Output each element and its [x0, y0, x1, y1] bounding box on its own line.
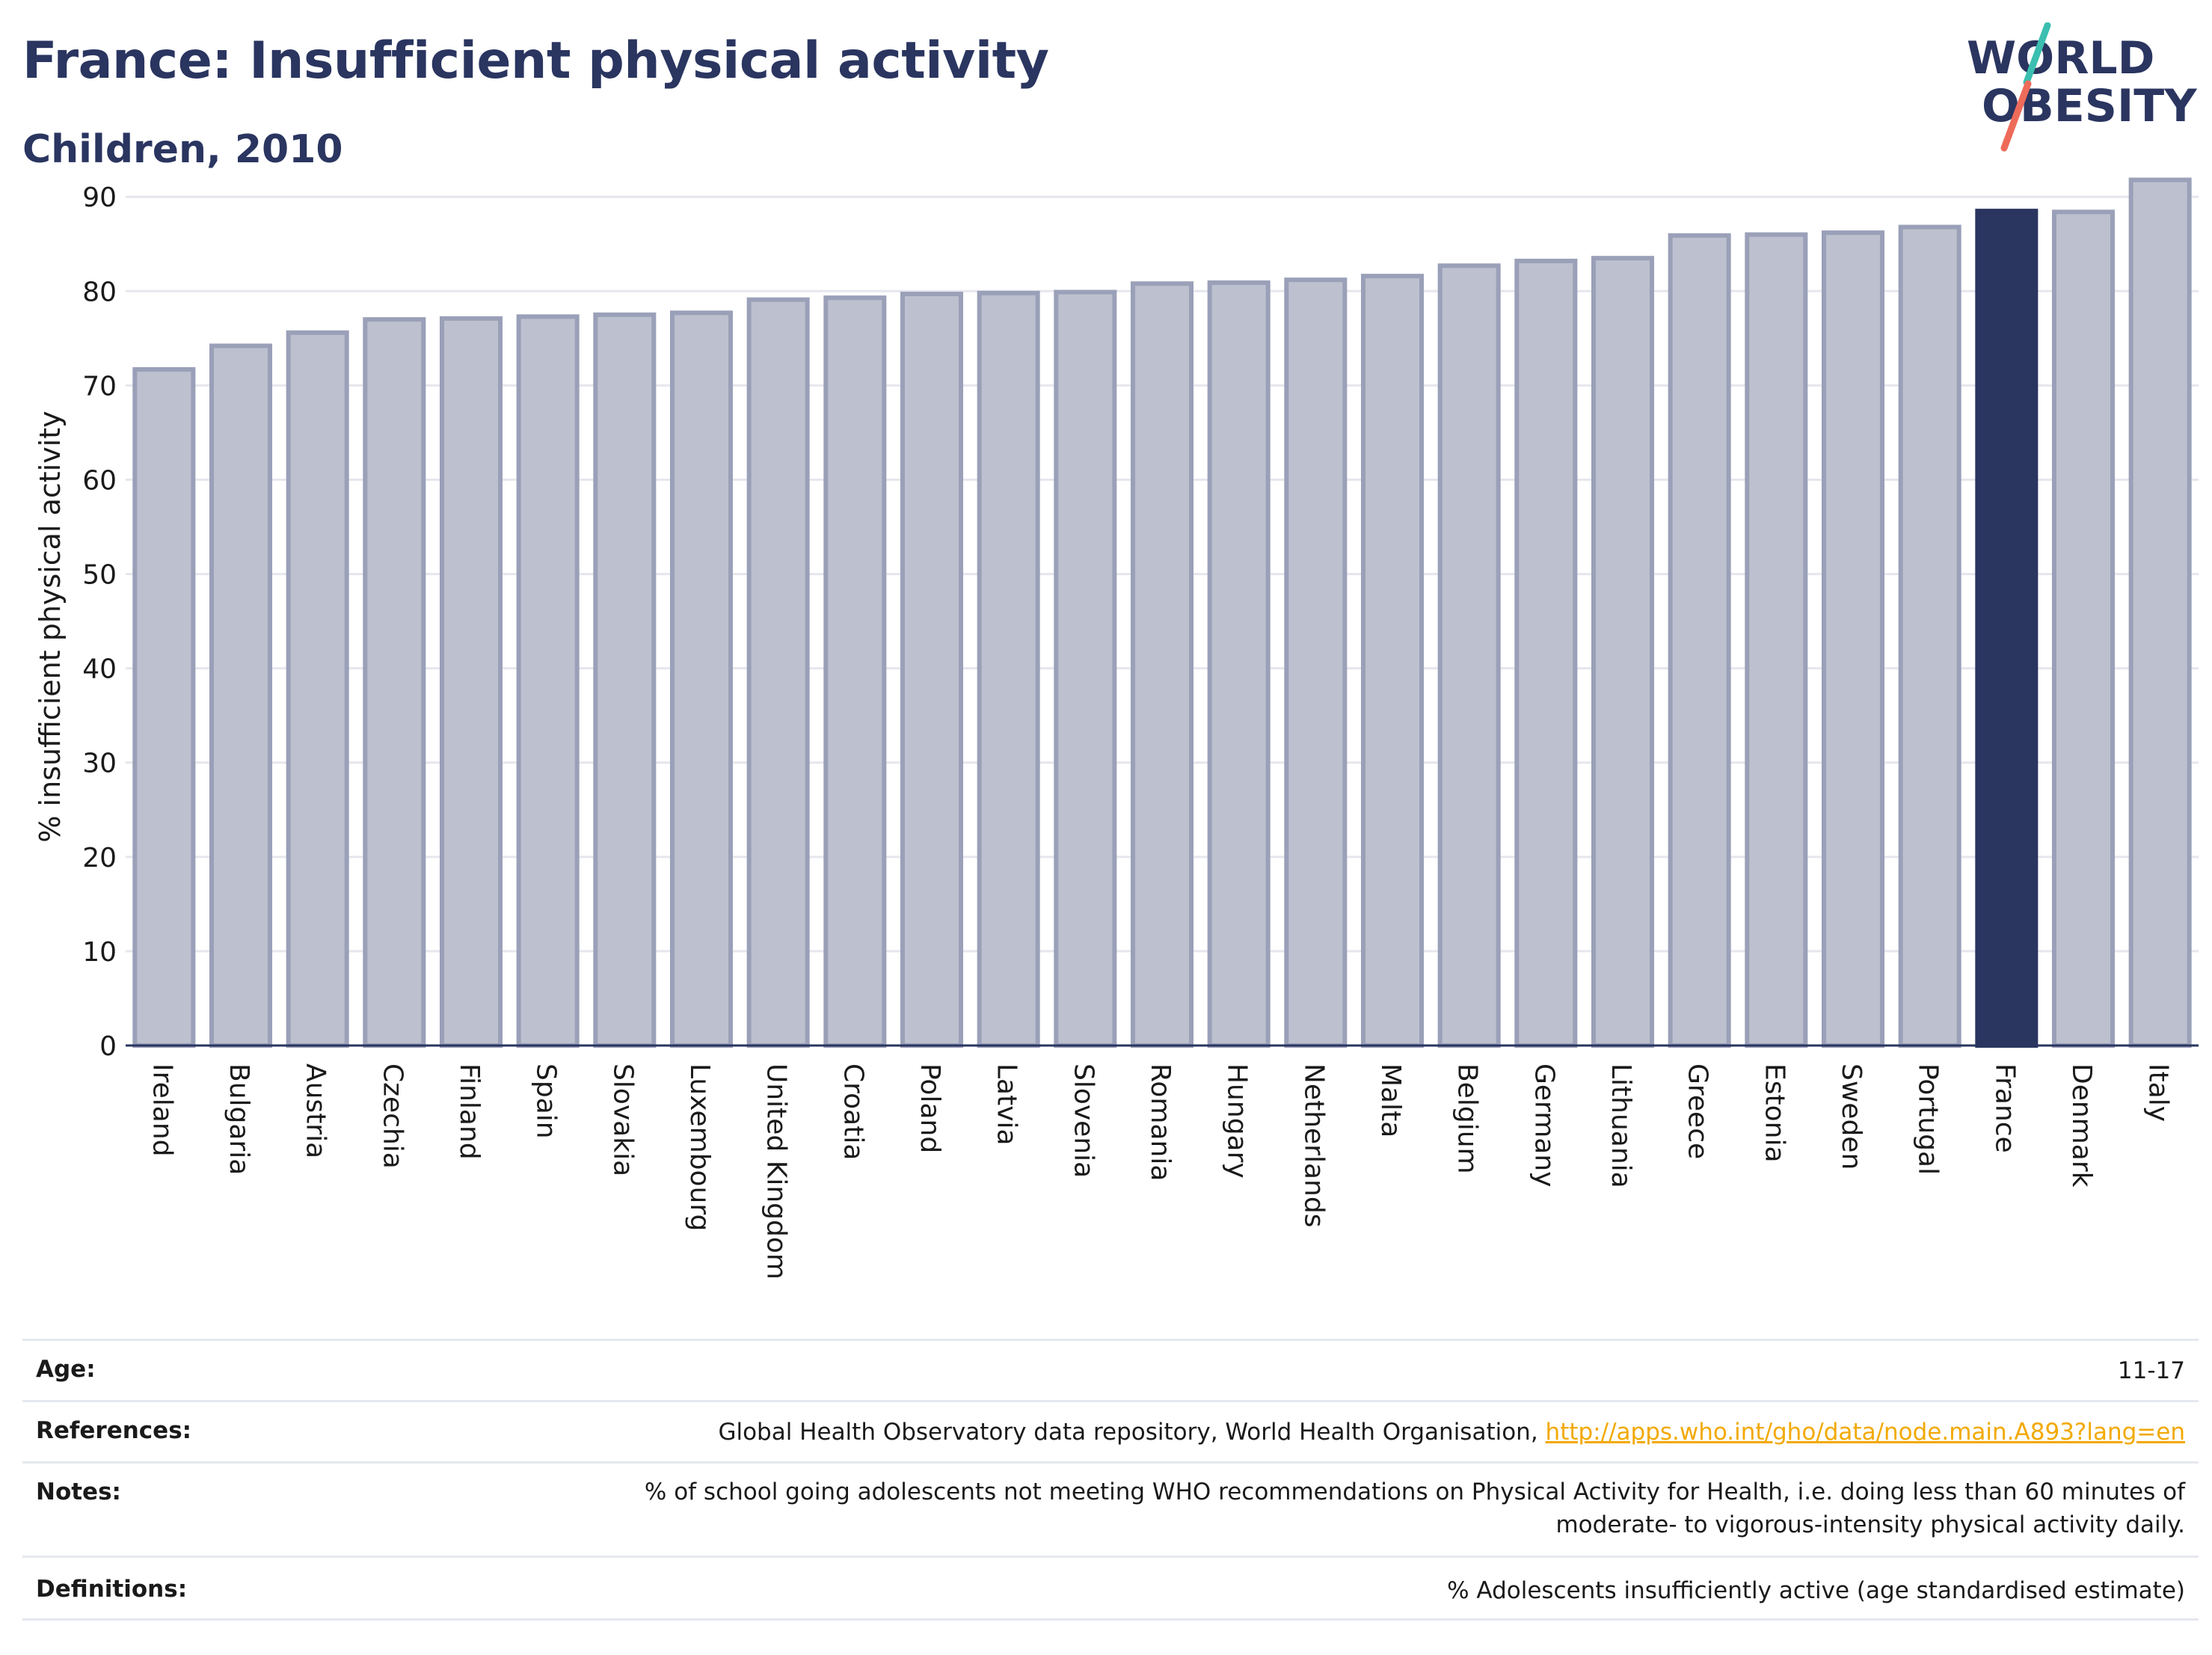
logo-coral-stroke: [2000, 80, 2032, 152]
y-tick-label: 20: [82, 843, 117, 873]
meta-row-age: Age: 11-17: [22, 1339, 2199, 1402]
meta-label-age: Age:: [36, 1356, 96, 1383]
bar-italy: [2128, 177, 2192, 1048]
x-tick-label: Finland: [454, 1063, 485, 1160]
x-tick-label: Slovakia: [607, 1063, 638, 1176]
references-text: Global Health Observatory data repositor…: [718, 1419, 1546, 1446]
y-tick-label: 60: [82, 465, 117, 496]
x-tick-label: France: [1989, 1063, 2020, 1153]
world-obesity-logo: WORLD OBESITY: [1967, 22, 2198, 152]
logo-line1: WORLD: [1967, 32, 2154, 85]
x-tick-label: Hungary: [1222, 1063, 1253, 1179]
x-tick-label: Germany: [1529, 1063, 1559, 1187]
notes-line2: moderate- to vigorous-intensity physical…: [1555, 1511, 2185, 1538]
x-tick-label: Sweden: [1836, 1063, 1867, 1170]
x-tick-label: Bulgaria: [224, 1063, 254, 1175]
x-tick-label: Austria: [301, 1063, 331, 1158]
x-tick-label: Croatia: [838, 1063, 868, 1160]
meta-value-definitions: % Adolescents insufficiently active (age…: [1447, 1577, 2185, 1604]
bar-romania: [1130, 281, 1194, 1048]
bar-chart: 0 10 20 30 40 50 60 70 80 90 Ireland Bulgaria Austri…: [34, 177, 2199, 1280]
y-tick-label: 50: [82, 560, 117, 591]
meta-value-notes: % of school going adolescents not meetin…: [645, 1476, 2185, 1541]
bar-denmark: [2051, 209, 2116, 1048]
bar-spain: [516, 314, 580, 1048]
bar-luxembourg: [669, 310, 734, 1048]
bar-poland: [900, 292, 964, 1048]
references-link[interactable]: http://apps.who.int/gho/data/node.main.A…: [1545, 1419, 2185, 1446]
x-tick-label: Romania: [1145, 1063, 1176, 1181]
bar-portugal: [1898, 224, 1961, 1048]
meta-bottom-border: [22, 1618, 2199, 1621]
x-tick-label: Czechia: [377, 1063, 408, 1169]
bar-croatia: [823, 295, 887, 1048]
notes-line1: % of school going adolescents not meetin…: [644, 1479, 2185, 1505]
x-tick-label: Ireland: [147, 1063, 177, 1157]
x-tick-label: Spain: [531, 1063, 562, 1139]
x-tick-label: United Kingdom: [761, 1063, 792, 1280]
bar-austria: [286, 330, 349, 1048]
y-axis-label: % insufficient physical activity: [34, 411, 67, 842]
meta-row-references: References: Global Health Observatory da…: [22, 1400, 2199, 1464]
y-tick-label: 40: [82, 654, 117, 685]
y-tick-label: 90: [82, 182, 117, 213]
axes: 0 10 20 30 40 50 60 70 80 90 Ireland Bulgaria Austri…: [82, 182, 2199, 1280]
bar-netherlands: [1284, 277, 1348, 1048]
x-tick-label: Luxembourg: [684, 1063, 715, 1231]
x-tick-label: Lithuania: [1606, 1063, 1636, 1188]
bar-slovakia: [593, 312, 657, 1048]
page-subtitle: Children, 2010: [22, 127, 343, 172]
meta-label-definitions: Definitions:: [36, 1576, 188, 1603]
page-title: France: Insufficient physical activity: [22, 31, 1049, 90]
bar-estonia: [1745, 232, 1808, 1048]
bar-czechia: [363, 317, 426, 1048]
y-tick-label: 30: [82, 749, 117, 779]
meta-label-notes: Notes:: [36, 1479, 121, 1505]
logo-teal-stroke: [2023, 22, 2051, 86]
y-tick-label: 70: [82, 371, 117, 402]
bar-lithuania: [1591, 256, 1655, 1048]
bar-belgium: [1437, 263, 1501, 1048]
x-tick-label: Estonia: [1759, 1063, 1789, 1163]
meta-value-age: 11-17: [2117, 1357, 2185, 1384]
x-tick-label: Belgium: [1452, 1063, 1483, 1174]
bar-france: [1975, 209, 2039, 1048]
x-tick-label: Poland: [915, 1063, 945, 1153]
bar-slovenia: [1054, 289, 1117, 1048]
x-tick-label: Italy: [2143, 1063, 2174, 1122]
bars: [132, 177, 2192, 1048]
y-tick-label: 10: [82, 937, 117, 968]
bar-germany: [1514, 258, 1578, 1048]
meta-label-references: References:: [36, 1417, 192, 1444]
meta-row-notes: Notes: % of school going adolescents not…: [22, 1461, 2199, 1558]
bar-malta: [1360, 274, 1425, 1048]
bar-finland: [439, 316, 503, 1048]
meta-row-definitions: Definitions: % Adolescents insufficientl…: [22, 1556, 2199, 1619]
meta-value-references: Global Health Observatory data repositor…: [718, 1416, 2185, 1449]
bar-latvia: [977, 290, 1040, 1048]
x-tick-label: Greece: [1683, 1063, 1713, 1159]
bar-greece: [1668, 233, 1731, 1048]
y-tick-label: 80: [82, 277, 117, 307]
x-tick-label: Portugal: [1913, 1063, 1944, 1175]
x-tick-label: Netherlands: [1298, 1063, 1329, 1227]
bar-bulgaria: [209, 343, 273, 1048]
bar-hungary: [1207, 280, 1271, 1048]
y-tick-label: 0: [99, 1031, 117, 1062]
bar-sweden: [1821, 230, 1885, 1048]
x-tick-label: Denmark: [2066, 1063, 2097, 1188]
x-tick-label: Malta: [1375, 1063, 1406, 1137]
bar-united-kingdom: [746, 297, 810, 1048]
bar-ireland: [132, 366, 196, 1048]
x-tick-label: Slovenia: [1068, 1063, 1099, 1178]
x-tick-label: Latvia: [992, 1063, 1022, 1146]
